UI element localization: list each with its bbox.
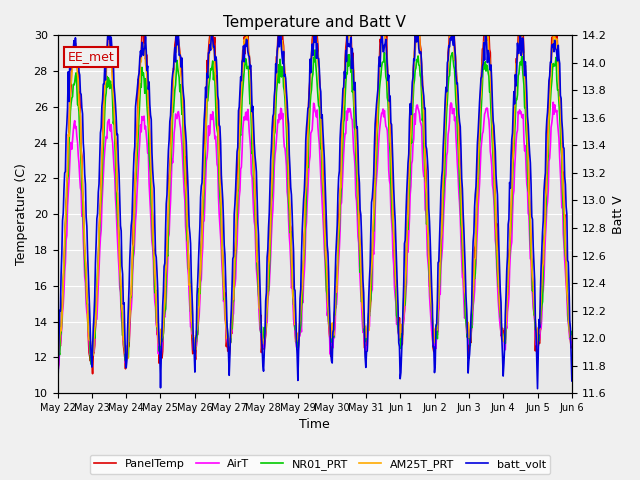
AirT [378, 110, 385, 116]
batt_volt [54, 392, 61, 397]
Line: batt_volt: batt_volt [58, 24, 572, 395]
Y-axis label: Temperature (C): Temperature (C) [15, 163, 28, 265]
AM25T_PRT [168, 109, 176, 115]
PanelTemp [393, 290, 401, 296]
NR01_PRT [378, 60, 386, 65]
AM25T_PRT [312, 17, 319, 23]
PanelTemp [63, 194, 70, 200]
Title: Temperature and Batt V: Temperature and Batt V [223, 15, 406, 30]
PanelTemp [169, 84, 177, 89]
Legend: PanelTemp, AirT, NR01_PRT, AM25T_PRT, batt_volt: PanelTemp, AirT, NR01_PRT, AM25T_PRT, ba… [90, 455, 550, 474]
AirT [169, 160, 177, 166]
PanelTemp [89, 371, 97, 377]
AM25T_PRT [568, 337, 576, 343]
batt_volt [312, 21, 319, 27]
batt_volt [393, 265, 401, 271]
Line: AirT: AirT [58, 102, 572, 369]
batt_volt [378, 39, 385, 45]
NR01_PRT [63, 180, 70, 186]
NR01_PRT [394, 315, 401, 321]
AirT [549, 99, 557, 105]
NR01_PRT [87, 361, 95, 367]
NR01_PRT [196, 291, 204, 297]
AM25T_PRT [195, 302, 203, 308]
Y-axis label: Batt V: Batt V [612, 195, 625, 234]
AM25T_PRT [63, 180, 70, 186]
NR01_PRT [116, 285, 124, 290]
PanelTemp [568, 344, 576, 350]
batt_volt [168, 78, 176, 84]
AM25T_PRT [116, 264, 124, 270]
AirT [116, 289, 124, 295]
Line: AM25T_PRT: AM25T_PRT [58, 20, 572, 363]
PanelTemp [54, 360, 61, 366]
X-axis label: Time: Time [300, 419, 330, 432]
NR01_PRT [169, 110, 177, 116]
batt_volt [63, 121, 70, 127]
batt_volt [568, 378, 576, 384]
AirT [54, 366, 62, 372]
Text: EE_met: EE_met [68, 50, 115, 63]
AirT [64, 203, 72, 209]
NR01_PRT [54, 350, 61, 356]
Line: NR01_PRT: NR01_PRT [58, 50, 572, 364]
NR01_PRT [311, 47, 319, 53]
AM25T_PRT [378, 35, 385, 41]
AM25T_PRT [393, 287, 401, 293]
PanelTemp [378, 22, 385, 27]
AirT [54, 356, 61, 362]
PanelTemp [196, 290, 204, 296]
PanelTemp [449, 10, 456, 16]
batt_volt [195, 240, 203, 246]
PanelTemp [116, 283, 124, 288]
AM25T_PRT [54, 360, 61, 366]
AirT [568, 340, 576, 346]
AirT [393, 321, 401, 327]
NR01_PRT [568, 334, 576, 340]
batt_volt [116, 195, 124, 201]
AirT [196, 297, 204, 303]
Line: PanelTemp: PanelTemp [58, 13, 572, 374]
